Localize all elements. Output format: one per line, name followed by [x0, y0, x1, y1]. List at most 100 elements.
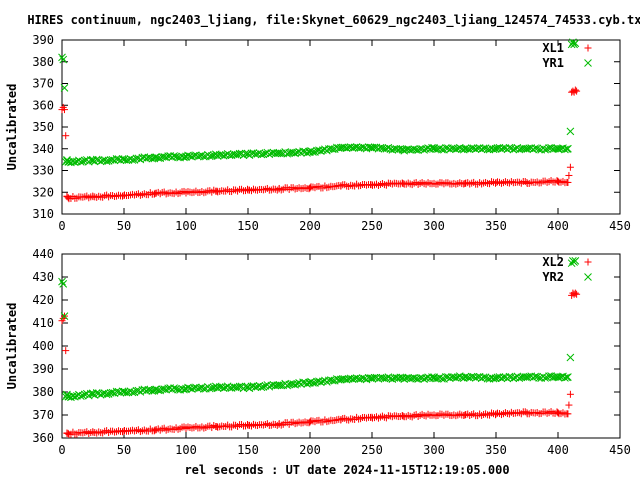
- data-point: [241, 149, 250, 158]
- data-point: [58, 277, 66, 286]
- x-tick-label: 100: [175, 219, 197, 233]
- x-tick-label: 450: [609, 443, 631, 457]
- x-tick-label: 200: [299, 443, 321, 457]
- data-point: [358, 143, 367, 152]
- data-point: [317, 147, 325, 155]
- data-point: [565, 401, 573, 409]
- y-tick-label: 420: [32, 293, 54, 307]
- legend-marker-XL2: [584, 258, 592, 266]
- data-point: [76, 158, 85, 166]
- x-tick-label: 400: [547, 443, 569, 457]
- data-point: [573, 87, 581, 95]
- data-point: [563, 373, 571, 382]
- data-point: [277, 149, 286, 158]
- data-point: [317, 378, 325, 387]
- y-tick-label: 400: [32, 339, 54, 353]
- data-point: [184, 151, 192, 160]
- legend-marker-YR1: [584, 59, 592, 67]
- data-point: [86, 156, 95, 164]
- y-tick-label: 350: [32, 120, 54, 134]
- data-point: [259, 150, 268, 159]
- data-point: [241, 382, 250, 391]
- y-axis-label: Uncalibrated: [5, 84, 19, 171]
- y-tick-label: 370: [32, 408, 54, 422]
- legend-label-YR1: YR1: [542, 56, 564, 70]
- series-XL2: [58, 289, 581, 438]
- data-point: [563, 145, 571, 153]
- data-point: [96, 390, 105, 399]
- data-point: [235, 382, 244, 391]
- x-tick-label: 350: [485, 443, 507, 457]
- y-tick-label: 390: [32, 362, 54, 376]
- data-point: [571, 39, 580, 48]
- y-tick-label: 320: [32, 185, 54, 199]
- y-tick-label: 390: [32, 33, 54, 47]
- data-point: [561, 145, 569, 154]
- data-point: [566, 163, 574, 171]
- data-point: [200, 384, 208, 393]
- legend-label-YR2: YR2: [542, 270, 564, 284]
- data-point: [567, 259, 576, 268]
- data-point: [565, 171, 573, 179]
- x-tick-label: 0: [58, 219, 65, 233]
- data-point: [442, 144, 450, 152]
- legend-marker-XL1: [584, 44, 592, 52]
- data-point: [170, 384, 178, 392]
- x-tick-label: 250: [361, 219, 383, 233]
- data-point: [479, 373, 488, 382]
- data-point: [188, 385, 196, 393]
- data-point: [71, 158, 79, 167]
- data-point: [58, 53, 66, 62]
- data-point: [184, 383, 192, 392]
- data-point: [533, 372, 542, 381]
- data-point: [571, 289, 579, 297]
- series-YR2: [58, 257, 580, 402]
- data-point: [259, 383, 268, 391]
- x-tick-label: 150: [237, 219, 259, 233]
- data-point: [531, 372, 540, 381]
- data-point: [451, 145, 460, 153]
- data-point: [207, 384, 216, 392]
- data-point: [102, 390, 111, 399]
- y-tick-label: 310: [32, 207, 54, 221]
- data-point: [62, 132, 70, 140]
- y-tick-label: 380: [32, 385, 54, 399]
- y-axis-label: Uncalibrated: [5, 303, 19, 390]
- data-point: [128, 156, 137, 164]
- data-point: [505, 372, 514, 381]
- data-point: [563, 178, 571, 186]
- data-point: [451, 373, 460, 382]
- x-tick-label: 300: [423, 443, 445, 457]
- legend-label-XL1: XL1: [542, 41, 564, 55]
- x-tick-label: 450: [609, 219, 631, 233]
- data-point: [78, 157, 87, 166]
- legend-marker-YR2: [584, 273, 592, 281]
- x-tick-label: 150: [237, 443, 259, 457]
- data-point: [59, 55, 68, 64]
- data-point: [438, 145, 446, 154]
- data-point: [60, 312, 69, 320]
- data-point: [235, 149, 244, 158]
- series-YR1: [58, 38, 580, 167]
- data-point: [541, 145, 549, 154]
- data-point: [573, 290, 581, 298]
- data-point: [566, 353, 575, 362]
- plot-frame: [61, 253, 621, 439]
- series-XL1: [58, 86, 581, 203]
- y-tick-label: 440: [32, 247, 54, 261]
- data-point: [561, 373, 569, 382]
- data-point: [509, 145, 518, 154]
- data-point: [78, 391, 87, 400]
- x-tick-label: 50: [117, 219, 131, 233]
- data-point: [207, 152, 216, 160]
- y-tick-label: 330: [32, 164, 54, 178]
- y-tick-label: 410: [32, 316, 54, 330]
- y-tick-label: 360: [32, 431, 54, 445]
- x-tick-label: 300: [423, 219, 445, 233]
- data-point: [59, 280, 68, 288]
- data-point: [571, 86, 579, 94]
- data-point: [60, 83, 69, 92]
- data-point: [291, 149, 299, 158]
- y-tick-label: 430: [32, 270, 54, 284]
